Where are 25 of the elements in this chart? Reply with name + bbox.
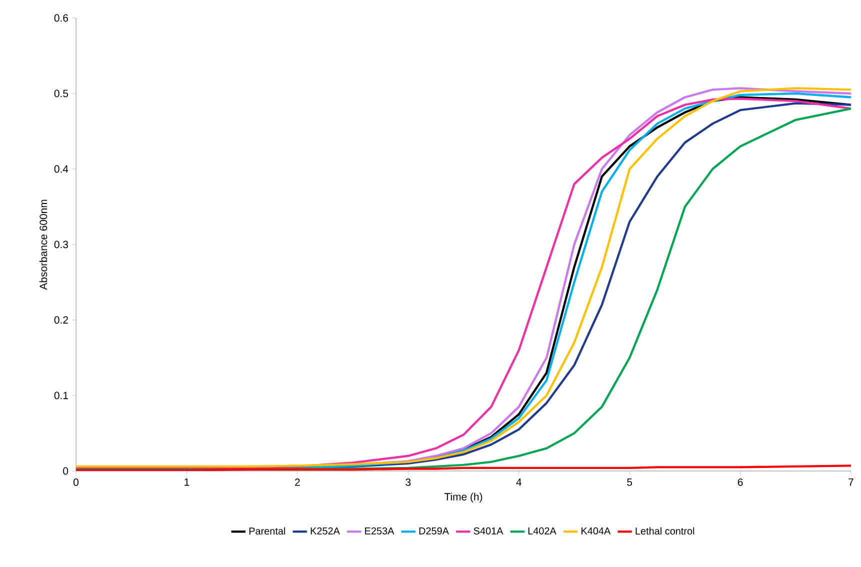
- legend-label: Lethal control: [636, 527, 694, 535]
- y-tick-label: 0.2: [54, 316, 68, 324]
- y-tick-label: 0.6: [54, 14, 68, 22]
- x-tick-label: 4: [516, 478, 522, 486]
- legend-label: Parental: [249, 527, 286, 535]
- y-tick-label: 0: [63, 467, 68, 475]
- x-axis-title: Time (h): [444, 492, 482, 503]
- legend-label: K252A: [310, 527, 340, 534]
- legend-label: S401A: [474, 527, 504, 534]
- legend-label: D259A: [419, 527, 449, 534]
- x-tick-label: 3: [406, 478, 411, 486]
- x-tick-label: 5: [627, 478, 632, 486]
- x-tick-label: 6: [738, 478, 743, 486]
- legend-label: K404A: [582, 527, 611, 534]
- x-tick-label: 0: [74, 478, 79, 486]
- y-tick-label: 0.4: [54, 165, 68, 173]
- y-axis-title: Absorbance 600nm: [39, 200, 48, 290]
- x-tick-label: 2: [295, 478, 300, 486]
- y-tick-label: 0.5: [54, 90, 68, 98]
- legend-label: E253A: [365, 527, 394, 534]
- x-tick-label: 7: [848, 478, 854, 486]
- y-tick-label: 0.3: [54, 240, 68, 248]
- x-tick-label: 1: [184, 478, 190, 486]
- y-tick-label: 0.1: [54, 392, 68, 400]
- legend-label: L402A: [528, 527, 556, 534]
